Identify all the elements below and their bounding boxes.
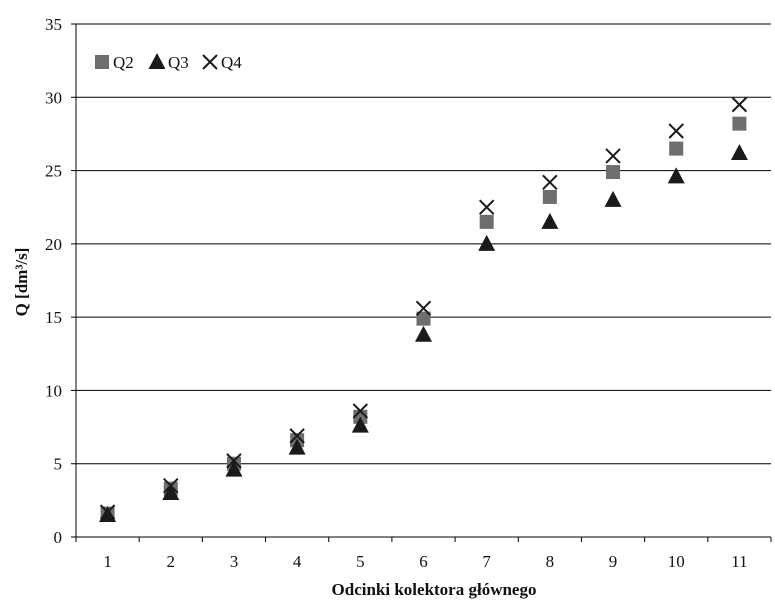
legend: Q2 Q3 Q4 bbox=[95, 53, 242, 72]
y-tick-label: 25 bbox=[45, 162, 62, 181]
point-q3-7 bbox=[478, 235, 495, 251]
x-tick-label: 7 bbox=[482, 552, 491, 571]
x-tick-label: 9 bbox=[609, 552, 618, 571]
gridlines bbox=[76, 24, 771, 464]
data-points bbox=[99, 98, 748, 522]
y-tick-labels: 0 5 10 15 20 25 30 35 bbox=[45, 15, 62, 547]
point-q3-11 bbox=[731, 144, 748, 160]
point-q3-9 bbox=[605, 191, 622, 207]
legend-marker-q2 bbox=[95, 55, 109, 69]
x-tick-label: 10 bbox=[668, 552, 685, 571]
x-tick-label: 2 bbox=[167, 552, 176, 571]
y-tick-label: 15 bbox=[45, 308, 62, 327]
point-q2-11 bbox=[732, 117, 746, 131]
y-tick-label: 0 bbox=[54, 528, 63, 547]
x-tick-label: 8 bbox=[546, 552, 555, 571]
x-tick-label: 5 bbox=[356, 552, 365, 571]
legend-label-q4: Q4 bbox=[221, 53, 242, 72]
axes bbox=[71, 24, 771, 542]
y-tick-label: 20 bbox=[45, 235, 62, 254]
x-tick-label: 1 bbox=[103, 552, 112, 571]
point-q2-10 bbox=[669, 142, 683, 156]
x-tick-label: 6 bbox=[419, 552, 428, 571]
point-q4-8 bbox=[543, 175, 557, 189]
legend-marker-q4 bbox=[203, 55, 217, 69]
point-q2-8 bbox=[543, 190, 557, 204]
x-tick-label: 4 bbox=[293, 552, 302, 571]
y-axis-title: Q [dm³/s] bbox=[12, 248, 31, 317]
y-tick-label: 35 bbox=[45, 15, 62, 34]
x-axis-title: Odcinki kolektora głównego bbox=[332, 580, 537, 599]
legend-marker-q3 bbox=[149, 53, 166, 69]
x-tick-label: 11 bbox=[731, 552, 747, 571]
y-tick-label: 30 bbox=[45, 88, 62, 107]
point-q4-10 bbox=[669, 124, 683, 138]
x-tick-labels: 1 2 3 4 5 6 7 8 9 10 11 bbox=[103, 552, 747, 571]
point-q3-6 bbox=[415, 326, 432, 342]
point-q4-11 bbox=[732, 98, 746, 112]
point-q2-9 bbox=[606, 165, 620, 179]
point-q2-7 bbox=[480, 215, 494, 229]
y-tick-label: 10 bbox=[45, 381, 62, 400]
x-tick-label: 3 bbox=[230, 552, 239, 571]
legend-label-q2: Q2 bbox=[113, 53, 134, 72]
point-q4-7 bbox=[480, 200, 494, 214]
point-q3-8 bbox=[541, 213, 558, 229]
legend-label-q3: Q3 bbox=[168, 53, 189, 72]
point-q4-9 bbox=[606, 149, 620, 163]
point-q3-10 bbox=[668, 167, 685, 183]
y-tick-label: 5 bbox=[54, 455, 63, 474]
